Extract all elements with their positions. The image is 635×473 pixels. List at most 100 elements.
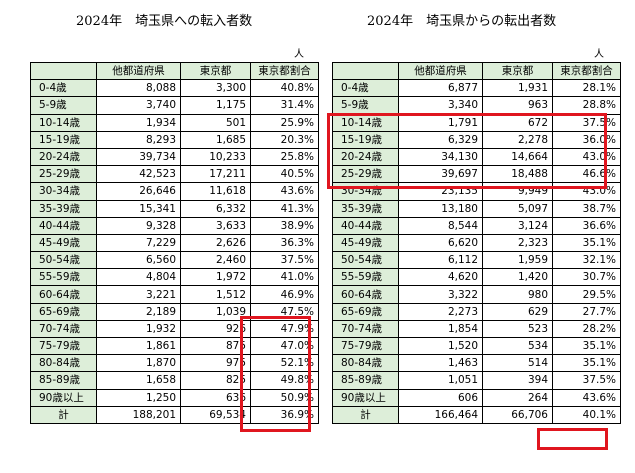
age-group-label: 35-39歳	[332, 199, 399, 218]
table-cell: 2,323	[482, 233, 553, 253]
table-cell: 4,620	[398, 268, 483, 287]
table-row: 55-59歳 4,804 1,972 41.0%	[30, 268, 319, 287]
table-cell: 35.1%	[552, 354, 621, 373]
table-cell: 606	[398, 388, 483, 407]
table-cell: 3,340	[398, 96, 483, 115]
table-row: 5-9歳 3,740 1,175 31.4%	[30, 96, 319, 115]
table-cell: 37.5%	[552, 371, 621, 390]
table-cell: 8,544	[398, 216, 483, 235]
table-row: 15-19歳 6,329 2,278 36.0%	[332, 130, 621, 149]
table-cell: 41.0%	[250, 268, 319, 287]
table-cell: 264	[482, 388, 553, 407]
outbound-table: 他都道府県 東京都 東京都割合 0-4歳 6,877 1,931 28.1% 5-9歳 3,34…	[332, 61, 621, 424]
table-row: 60-64歳 3,221 1,512 46.9%	[30, 285, 319, 304]
table-cell: 36.9%	[250, 405, 319, 424]
table-cell: 8,293	[96, 130, 181, 149]
table-cell: 166,464	[398, 405, 483, 424]
table-cell: 26,646	[96, 182, 181, 201]
age-group-label: 55-59歳	[332, 268, 399, 287]
column-header: 東京都割合	[552, 61, 621, 81]
table-cell: 39,734	[96, 147, 181, 167]
table-row: 90歳以上 1,250 636 50.9%	[30, 388, 319, 407]
table-row: 50-54歳 6,112 1,959 32.1%	[332, 251, 621, 270]
table-cell: 6,560	[96, 251, 181, 270]
table-row: 75-79歳 1,520 534 35.1%	[332, 336, 621, 356]
table-cell: 4,804	[96, 268, 181, 287]
table-cell: 2,189	[96, 302, 181, 321]
table-row: 85-89歳 1,051 394 37.5%	[332, 371, 621, 390]
age-group-label: 75-79歳	[332, 336, 399, 356]
table-cell: 3,322	[398, 285, 483, 304]
table-row: 40-44歳 8,544 3,124 36.6%	[332, 216, 621, 235]
table-cell: 6,877	[398, 79, 483, 98]
table-cell: 32.1%	[552, 251, 621, 270]
table-cell: 28.8%	[552, 96, 621, 115]
table-cell: 41.3%	[250, 199, 319, 218]
table-cell: 1,175	[180, 96, 251, 115]
table-cell: 36.3%	[250, 233, 319, 253]
table-cell: 2,273	[398, 302, 483, 321]
table-cell: 27.7%	[552, 302, 621, 321]
age-group-label: 計	[30, 405, 97, 424]
table-cell: 35.1%	[552, 233, 621, 253]
table-cell: 1,972	[180, 268, 251, 287]
highlight-right-total-share	[537, 428, 608, 450]
age-group-label: 75-79歳	[30, 336, 97, 356]
table-cell: 36.6%	[552, 216, 621, 235]
table-row: 0-4歳 8,088 3,300 40.8%	[30, 79, 319, 98]
table-cell: 46.9%	[250, 285, 319, 304]
table-cell: 25.9%	[250, 113, 319, 132]
table-cell: 1,685	[180, 130, 251, 149]
table-row: 80-84歳 1,463 514 35.1%	[332, 354, 621, 373]
table-cell: 1,854	[398, 319, 483, 339]
table-cell: 42,523	[96, 165, 181, 184]
table-cell: 14,664	[482, 147, 553, 167]
age-group-label: 70-74歳	[30, 319, 97, 339]
table-cell: 6,620	[398, 233, 483, 253]
table-cell: 13,180	[398, 199, 483, 218]
age-group-label: 15-19歳	[332, 130, 399, 149]
table-cell: 28.2%	[552, 319, 621, 339]
table-cell: 394	[482, 371, 553, 390]
age-group-label: 25-29歳	[30, 165, 97, 184]
table-cell: 36.0%	[552, 130, 621, 149]
highlight-left-elderly-share	[240, 316, 311, 432]
age-group-label: 85-89歳	[30, 371, 97, 390]
table-cell: 46.6%	[552, 165, 621, 184]
table-cell: 37.5%	[250, 251, 319, 270]
table-cell: 1,934	[96, 113, 181, 132]
table-cell: 40.5%	[250, 165, 319, 184]
table-cell: 3,740	[96, 96, 181, 115]
table-cell: 40.1%	[552, 405, 621, 424]
table-row: 65-69歳 2,273 629 27.7%	[332, 302, 621, 321]
header-corner-cell	[30, 61, 97, 81]
age-group-label: 90歳以上	[332, 388, 399, 407]
age-group-label: 80-84歳	[332, 354, 399, 373]
age-group-label: 5-9歳	[30, 96, 97, 115]
table-cell: 6,332	[180, 199, 251, 218]
table-cell: 11,618	[180, 182, 251, 201]
table-row: 20-24歳 39,734 10,233 25.8%	[30, 147, 319, 167]
table-row: 35-39歳 15,341 6,332 41.3%	[30, 199, 319, 218]
table-row: 45-49歳 6,620 2,323 35.1%	[332, 233, 621, 253]
table-cell: 1,051	[398, 371, 483, 390]
age-group-label: 90歳以上	[30, 388, 97, 407]
header-row: 他都道府県 東京都 東京都割合	[30, 61, 319, 81]
table-cell: 40.8%	[250, 79, 319, 98]
age-group-label: 65-69歳	[30, 302, 97, 321]
table-cell: 514	[482, 354, 553, 373]
table-cell: 69,534	[180, 405, 251, 424]
table-cell: 29.5%	[552, 285, 621, 304]
table-cell: 1,931	[482, 79, 553, 98]
highlight-right-young-adult-rows	[327, 113, 607, 189]
table-cell: 1,463	[398, 354, 483, 373]
age-group-label: 45-49歳	[30, 233, 97, 253]
table-row: 55-59歳 4,620 1,420 30.7%	[332, 268, 621, 287]
table-cell: 1,658	[96, 371, 181, 390]
table-row: 35-39歳 13,180 5,097 38.7%	[332, 199, 621, 218]
table-row: 40-44歳 9,328 3,633 38.9%	[30, 216, 319, 235]
table-row: 50-54歳 6,560 2,460 37.5%	[30, 251, 319, 270]
table-cell: 10,233	[180, 147, 251, 167]
age-group-label: 60-64歳	[30, 285, 97, 304]
table-cell: 1,520	[398, 336, 483, 356]
